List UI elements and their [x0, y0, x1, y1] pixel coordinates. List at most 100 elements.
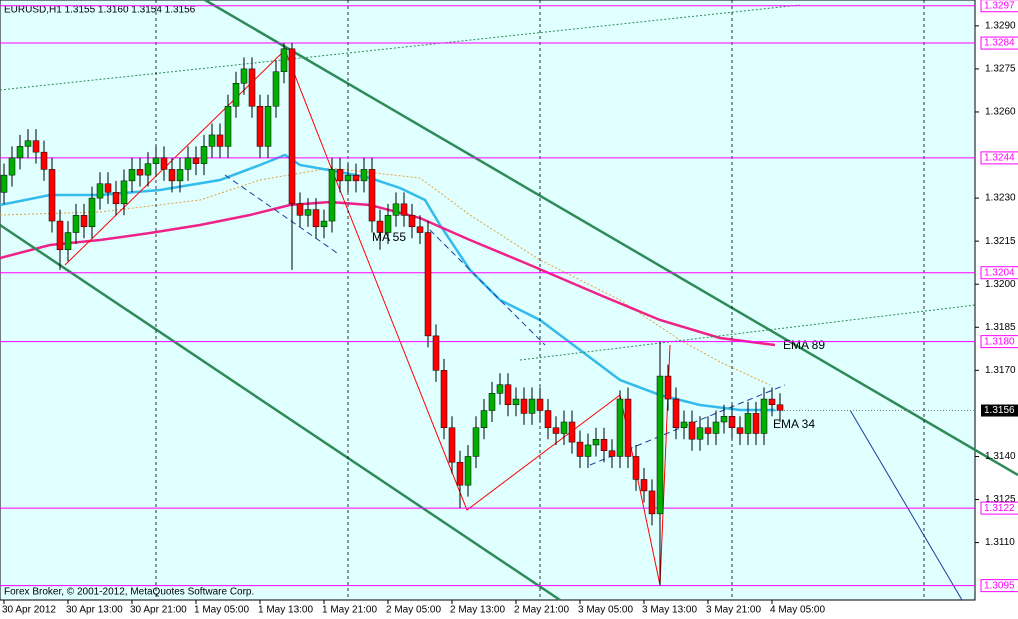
candle-body — [632, 456, 640, 480]
candle-body — [296, 203, 304, 216]
x-tick-label: 3 May 13:00 — [642, 605, 697, 616]
ema-89 — [0, 200, 776, 347]
candle-body — [464, 456, 472, 486]
level-box — [980, 266, 1018, 280]
y-tick-label: 1.3170 — [985, 365, 1016, 376]
candle-body — [720, 416, 728, 423]
x-tick-label: 2 May 13:00 — [450, 605, 505, 616]
candle-body — [696, 427, 704, 440]
x-tick-label: 1 May 05:00 — [194, 605, 249, 616]
annotation: EMA 34 — [773, 417, 815, 431]
annotation: EMA 89 — [783, 338, 825, 352]
y-tick-label: 1.3200 — [985, 279, 1016, 290]
y-tick-label: 1.3140 — [985, 451, 1016, 462]
x-tick-label: 4 May 05:00 — [770, 605, 825, 616]
channel-lower — [0, 223, 561, 602]
level-label: 1.3180 — [984, 336, 1015, 347]
candle-body — [456, 461, 464, 486]
candle-body — [224, 105, 232, 147]
candle-body — [352, 174, 360, 182]
candle-body — [80, 215, 88, 228]
level-label: 1.3095 — [984, 580, 1015, 591]
candle-body — [200, 146, 208, 164]
candle-body — [328, 169, 336, 222]
candle-body — [48, 169, 56, 222]
x-tick-label: 1 May 13:00 — [258, 605, 313, 616]
candle-body — [184, 157, 192, 170]
candle-body — [336, 169, 344, 182]
candle-body — [760, 398, 768, 434]
plot-area — [0, 0, 976, 601]
level-box — [980, 151, 1018, 165]
level-label: 1.3284 — [984, 38, 1015, 49]
candle-body — [520, 398, 528, 414]
candle-body — [448, 427, 456, 463]
candle-body — [176, 169, 184, 182]
candle-body — [768, 398, 776, 406]
candle-body — [232, 83, 240, 107]
x-tick-label: 3 May 21:00 — [706, 605, 761, 616]
candle-body — [424, 232, 432, 337]
candle-body — [664, 375, 672, 400]
candle-body — [384, 215, 392, 233]
x-tick-label: 30 Apr 2012 — [2, 605, 56, 616]
candle-body — [304, 209, 312, 216]
ma-55 — [0, 167, 771, 386]
candle-body — [680, 421, 688, 429]
candle-body — [584, 444, 592, 457]
candle-body — [0, 174, 8, 193]
candle-body — [736, 427, 744, 434]
candle-body — [568, 421, 576, 443]
candle-body — [408, 215, 416, 228]
candle-body — [536, 398, 544, 411]
level-box — [980, 579, 1018, 593]
level-box — [980, 501, 1018, 515]
x-tick-label: 2 May 21:00 — [514, 605, 569, 616]
candle-body — [64, 232, 72, 251]
candle-body — [496, 384, 504, 394]
candle-body — [552, 427, 560, 434]
candle-body — [16, 146, 24, 159]
candle-body — [528, 398, 536, 414]
y-tick-label: 1.3230 — [985, 193, 1016, 204]
candle-body — [192, 157, 200, 164]
candle-body — [40, 151, 48, 170]
candle-body — [160, 157, 168, 170]
candle-body — [600, 438, 608, 451]
x-tick-label: 3 May 05:00 — [578, 605, 633, 616]
candle-body — [688, 421, 696, 440]
candle-body — [472, 427, 480, 457]
candle-body — [752, 413, 760, 434]
candle-body — [576, 441, 584, 457]
trendline — [429, 229, 546, 346]
candle-body — [8, 157, 16, 176]
level-label: 1.3297 — [984, 0, 1015, 11]
candle-body — [392, 203, 400, 216]
candle-body — [248, 68, 256, 107]
candle-body — [504, 384, 512, 406]
candle-body — [376, 220, 384, 233]
candle-body — [432, 335, 440, 371]
level-box — [980, 36, 1018, 50]
candle-body — [320, 220, 328, 228]
candle-body — [128, 169, 136, 182]
candle-body — [416, 226, 424, 233]
y-tick-label: 1.3260 — [985, 107, 1016, 118]
candle-body — [264, 105, 272, 147]
candle-body — [712, 421, 720, 434]
current-price-box — [981, 404, 1018, 417]
candle-body — [640, 479, 648, 492]
candle-body — [544, 410, 552, 429]
x-tick-label: 30 Apr 13:00 — [66, 605, 123, 616]
x-tick-label: 1 May 21:00 — [322, 605, 377, 616]
candle-body — [216, 134, 224, 147]
candle-body — [152, 157, 160, 164]
y-tick-label: 1.3215 — [985, 236, 1016, 247]
candle-body — [608, 450, 616, 457]
candle-body — [72, 215, 80, 233]
candle-body — [704, 427, 712, 434]
y-tick-label: 1.3110 — [985, 537, 1015, 548]
candle-body — [440, 370, 448, 429]
candle-body — [168, 169, 176, 182]
y-tick-label: 1.3290 — [985, 20, 1016, 31]
